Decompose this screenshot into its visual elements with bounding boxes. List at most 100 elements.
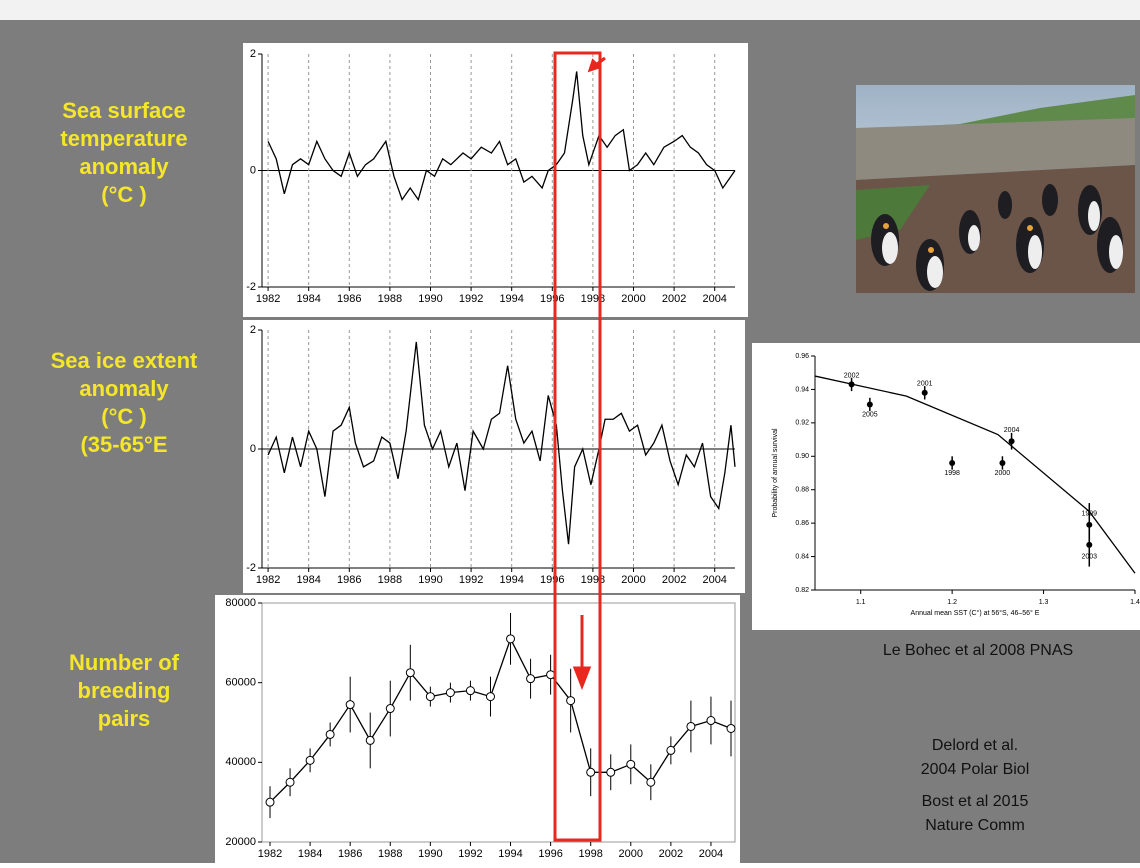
- marker: [647, 778, 655, 786]
- y-tick-label: 0: [250, 443, 256, 455]
- x-tick-label: 1996: [540, 574, 564, 586]
- reference: 2004 Polar Biol: [921, 761, 1030, 778]
- marker: [687, 722, 695, 730]
- x-tick-label: 2002: [659, 848, 683, 860]
- point: [849, 381, 855, 387]
- y-tick-label: 80000: [225, 597, 256, 609]
- marker: [386, 705, 394, 713]
- caption: Le Bohec et al 2008 PNAS: [883, 642, 1073, 659]
- marker: [707, 717, 715, 725]
- marker: [286, 778, 294, 786]
- point: [1086, 542, 1092, 548]
- y-tick-label: 0.88: [795, 487, 809, 494]
- x-tick-label: 1990: [418, 293, 442, 305]
- marker: [587, 768, 595, 776]
- marker: [727, 724, 735, 732]
- x-tick-label: 1994: [498, 848, 522, 860]
- marker: [366, 736, 374, 744]
- y-tick-label: 0.90: [795, 453, 809, 460]
- marker: [507, 635, 515, 643]
- x-tick-label: 1986: [337, 293, 361, 305]
- reference: Nature Comm: [925, 817, 1025, 834]
- x-tick-label: 1984: [296, 293, 320, 305]
- x-axis-title: Annual mean SST (C°) at 56°S, 46–56° E: [911, 609, 1040, 617]
- y-tick-label: 20000: [225, 836, 256, 848]
- y-tick-label: 0.92: [795, 420, 809, 427]
- y-tick-label: 0.82: [795, 587, 809, 594]
- point-label: 1999: [1081, 511, 1097, 518]
- marker: [306, 756, 314, 764]
- x-tick-label: 2004: [702, 574, 726, 586]
- x-tick-label: 2000: [619, 848, 643, 860]
- x-tick-label: 2004: [699, 848, 723, 860]
- x-tick-label: 1982: [256, 293, 280, 305]
- point-label: 2005: [862, 411, 878, 418]
- x-tick-label: 1996: [540, 293, 564, 305]
- marker: [667, 746, 675, 754]
- marker: [446, 689, 454, 697]
- y-tick-label: 0.96: [795, 353, 809, 360]
- panel: [243, 43, 748, 317]
- point: [949, 460, 955, 466]
- y-tick-label: 40000: [225, 756, 256, 768]
- reference: Delord et al.: [932, 737, 1018, 754]
- x-tick-label: 1988: [378, 293, 402, 305]
- point: [867, 401, 873, 407]
- x-tick-label: 1992: [458, 848, 482, 860]
- point: [1009, 438, 1015, 444]
- point-label: 2002: [844, 372, 860, 379]
- reference: Bost et al 2015: [922, 793, 1029, 810]
- slide: Sea surfacetemperatureanomaly(°C ) Sea i…: [0, 0, 1140, 863]
- point-label: 2001: [917, 381, 933, 388]
- x-tick-label: 2000: [621, 574, 645, 586]
- top-band: [0, 0, 1140, 20]
- x-tick-label: 1990: [418, 574, 442, 586]
- y-tick-label: 2: [250, 324, 256, 336]
- marker: [527, 675, 535, 683]
- marker: [627, 760, 635, 768]
- x-tick-label: 2002: [662, 293, 686, 305]
- x-tick-label: 1998: [578, 848, 602, 860]
- point: [922, 390, 928, 396]
- y-tick-label: -2: [246, 562, 256, 574]
- y-tick-label: 0.86: [795, 520, 809, 527]
- x-tick-label: 1992: [459, 293, 483, 305]
- y-axis-title: Probability of annual survival: [772, 428, 779, 518]
- x-tick-label: 2002: [662, 574, 686, 586]
- panel: [752, 343, 1140, 630]
- x-tick-label: 1992: [459, 574, 483, 586]
- x-tick-label: 1986: [337, 574, 361, 586]
- marker: [607, 768, 615, 776]
- x-tick-label: 2000: [621, 293, 645, 305]
- x-tick-label: 1990: [418, 848, 442, 860]
- point-label: 2000: [995, 470, 1011, 477]
- point-label: 2004: [1004, 427, 1020, 434]
- x-tick-label: 1.3: [1039, 599, 1049, 606]
- x-tick-label: 1994: [499, 574, 523, 586]
- x-tick-label: 1982: [258, 848, 282, 860]
- x-tick-label: 1996: [538, 848, 562, 860]
- y-tick-label: 60000: [225, 677, 256, 689]
- x-tick-label: 2004: [702, 293, 726, 305]
- point: [999, 460, 1005, 466]
- x-tick-label: 1984: [296, 574, 320, 586]
- point-label: 1998: [944, 470, 960, 477]
- x-tick-label: 1.1: [856, 599, 866, 606]
- x-tick-label: 1986: [338, 848, 362, 860]
- x-tick-label: 1988: [378, 574, 402, 586]
- y-tick-label: 2: [250, 48, 256, 60]
- x-tick-label: 1982: [256, 574, 280, 586]
- y-tick-label: 0.94: [795, 386, 809, 393]
- marker: [326, 730, 334, 738]
- marker: [466, 687, 474, 695]
- marker: [426, 693, 434, 701]
- marker: [406, 669, 414, 677]
- marker: [346, 701, 354, 709]
- marker: [486, 693, 494, 701]
- point-label: 2003: [1081, 554, 1097, 561]
- marker: [547, 671, 555, 679]
- marker: [567, 697, 575, 705]
- x-tick-label: 1988: [378, 848, 402, 860]
- x-tick-label: 1.4: [1130, 599, 1140, 606]
- y-tick-label: 0: [250, 164, 256, 176]
